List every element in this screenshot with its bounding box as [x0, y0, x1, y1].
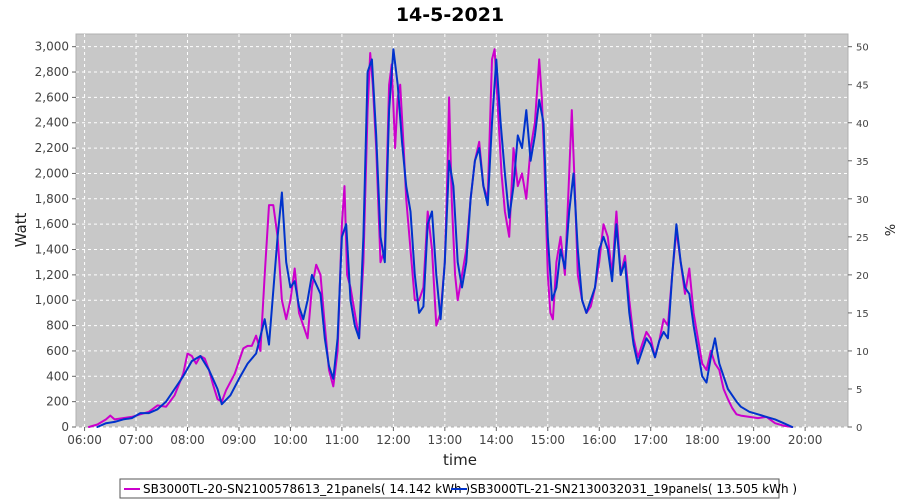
x-axis: 06:00 07:00 08:00 09:00 10:00 11:00 12:00 13:00… [67, 427, 822, 447]
y-tick-label: 3,000 [35, 40, 69, 54]
legend-box [119, 478, 780, 499]
y2-tick-label: 45 [856, 81, 869, 92]
y2-axis-label: % [881, 224, 896, 236]
y-tick-label: 1,000 [35, 293, 69, 307]
y2-tick-label: 40 [856, 119, 869, 130]
y-tick-label: 1,200 [35, 268, 69, 282]
y2-tick-label: 20 [856, 271, 869, 282]
y-axis-right: 0 5 10 15 20 25 30 35 40 45 50 [848, 43, 869, 434]
x-tick-label: 09:00 [222, 433, 257, 447]
y2-tick-label: 35 [856, 157, 869, 168]
x-tick-label: 14:00 [479, 433, 514, 447]
y-tick-label: 400 [46, 369, 69, 383]
y-tick-label: 2,600 [35, 90, 69, 104]
x-tick-label: 18:00 [685, 433, 720, 447]
y-tick-label: 1,800 [35, 192, 69, 206]
y2-tick-label: 5 [856, 385, 862, 396]
x-tick-label: 20:00 [788, 433, 823, 447]
legend: SB3000TL-20-SN2100578613_21panels( 14.14… [119, 478, 797, 499]
x-tick-label: 17:00 [633, 433, 668, 447]
y2-tick-label: 50 [856, 43, 869, 54]
x-tick-label: 13:00 [428, 433, 463, 447]
y-tick-label: 2,000 [35, 166, 69, 180]
x-tick-label: 11:00 [325, 433, 360, 447]
y-tick-label: 800 [46, 319, 69, 333]
y-axis-label: Watt [12, 212, 30, 247]
x-tick-label: 15:00 [530, 433, 565, 447]
x-tick-label: 12:00 [376, 433, 411, 447]
y2-tick-label: 25 [856, 233, 869, 244]
x-tick-label: 10:00 [273, 433, 308, 447]
y2-tick-label: 30 [856, 195, 869, 206]
y-axis-left: 0 200 400 600 800 1,000 1,200 1,400 1,600 1,800 2,… [35, 40, 76, 434]
x-tick-label: 06:00 [67, 433, 102, 447]
x-tick-label: 16:00 [582, 433, 617, 447]
series-line-2 [96, 48, 794, 428]
y-tick-label: 200 [46, 395, 69, 409]
x-axis-label: time [443, 451, 477, 469]
legend-entry-s1: SB3000TL-20-SN2100578613_21panels( 14.14… [143, 482, 470, 496]
y-tick-label: 0 [61, 420, 69, 434]
plot-area [75, 33, 849, 428]
y-tick-label: 600 [46, 344, 69, 358]
x-tick-label: 19:00 [736, 433, 771, 447]
x-tick-label: 07:00 [119, 433, 154, 447]
y-tick-label: 2,400 [35, 116, 69, 130]
series-lines [87, 48, 794, 428]
chart-title: 14-5-2021 [396, 4, 504, 26]
y-tick-label: 1,400 [35, 243, 69, 257]
y-tick-label: 2,800 [35, 65, 69, 79]
legend-entry-s2: SB3000TL-21-SN2130032031_19panels( 13.50… [470, 482, 797, 496]
x-tick-label: 08:00 [170, 433, 205, 447]
y2-tick-label: 15 [856, 309, 869, 320]
y-tick-label: 2,200 [35, 141, 69, 155]
y-tick-label: 1,600 [35, 217, 69, 231]
grid-lines [76, 34, 848, 428]
y2-tick-label: 0 [856, 423, 862, 434]
y2-tick-label: 10 [856, 347, 869, 358]
